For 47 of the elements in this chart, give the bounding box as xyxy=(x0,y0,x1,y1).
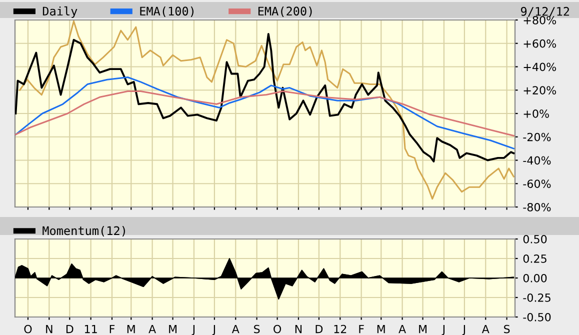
x-tick-label: N xyxy=(46,324,52,334)
y-tick-label: -80% xyxy=(523,202,551,212)
legend-label: Momentum(12) xyxy=(42,226,125,237)
y-tick-label: 0.25 xyxy=(523,254,546,263)
x-tick-label: J xyxy=(462,324,465,335)
x-tick-label: J xyxy=(442,324,445,335)
line-series xyxy=(15,33,515,162)
y-tick-label: -0.25 xyxy=(523,293,550,302)
x-tick-label: J xyxy=(192,324,195,335)
line-series xyxy=(15,90,514,136)
x-tick-label: N xyxy=(295,324,302,334)
x-tick-label: A xyxy=(482,324,490,334)
y-tick-label: -60% xyxy=(523,180,551,188)
x-tick-label: M xyxy=(169,324,176,334)
y-tick-label: +20% xyxy=(524,86,556,95)
x-tick-label: 11 xyxy=(84,324,97,334)
y-tick-label: +0% xyxy=(524,109,549,118)
x-tick-label: M xyxy=(377,324,385,334)
x-tick-label: M xyxy=(419,324,426,334)
x-tick-label: J xyxy=(212,324,215,335)
x-tick-label: 12 xyxy=(334,324,346,334)
line-series xyxy=(19,20,514,200)
x-tick-label: A xyxy=(148,324,156,334)
y-tick-label: 0.50 xyxy=(523,234,547,244)
legend-label: EMA(100) xyxy=(140,6,194,17)
y-tick-label: +80% xyxy=(524,16,556,24)
y-tick-label: -0.50 xyxy=(523,312,551,322)
legend-label: EMA(200) xyxy=(258,6,312,17)
x-tick-label: O xyxy=(274,324,282,334)
x-tick-label: A xyxy=(398,324,406,334)
x-tick-label: M xyxy=(127,324,135,334)
text: 9/12/12 xyxy=(520,6,569,17)
y-tick-label: -40% xyxy=(523,156,551,165)
x-tick-label: O xyxy=(24,324,32,334)
y-tick-label: 0.00 xyxy=(523,274,547,282)
x-tick-label: A xyxy=(232,324,240,334)
line-series xyxy=(15,76,514,150)
x-tick-label: F xyxy=(110,324,115,334)
legend-label: Daily xyxy=(42,6,78,18)
y-tick-label: +40% xyxy=(524,62,556,72)
y-tick-label: -20% xyxy=(523,132,551,142)
x-tick-label: D xyxy=(316,324,323,334)
x-tick-label: S xyxy=(504,324,510,334)
y-tick-label: +60% xyxy=(524,39,556,48)
x-tick-label: D xyxy=(66,324,74,334)
x-tick-label: F xyxy=(359,324,364,334)
x-tick-label: S xyxy=(254,324,260,334)
